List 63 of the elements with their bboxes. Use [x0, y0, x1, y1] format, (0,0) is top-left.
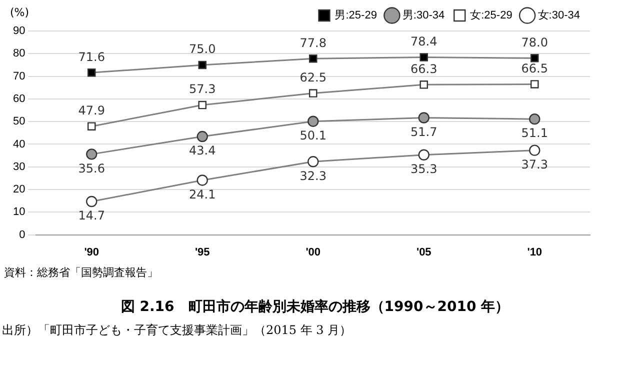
- y-tick-label: 30: [12, 160, 26, 173]
- point: [86, 196, 98, 208]
- legend-label: 男:30-34: [402, 10, 445, 22]
- point: [87, 122, 96, 130]
- y-tick-label: 50: [12, 116, 26, 128]
- data-label: 35.3: [410, 162, 438, 176]
- point: [308, 116, 319, 127]
- point: [308, 89, 318, 98]
- legend-label: 女:25-29: [470, 10, 512, 22]
- text: 資料：総務省「国勢調査報告」: [4, 265, 158, 280]
- y-tick-label: 60: [12, 92, 26, 105]
- point: [196, 174, 208, 186]
- data-label: 32.3: [300, 168, 326, 183]
- data-label: 66.5: [521, 61, 548, 76]
- data-label: 43.4: [189, 144, 216, 158]
- data-label: 71.6: [78, 50, 105, 64]
- data-label: 51.1: [521, 126, 548, 140]
- point: [420, 80, 428, 89]
- data-label: 62.5: [300, 70, 326, 84]
- text: 図 2.16 町田市の年齢別未婚率の推移（1990～2010 年）: [120, 298, 510, 316]
- point: [418, 112, 430, 124]
- data-label: 14.7: [78, 208, 105, 223]
- y-tick-label: 40: [12, 138, 26, 150]
- data-label: 78.4: [410, 34, 438, 48]
- y-axis-title: (%): [10, 6, 30, 19]
- data-label: 37.3: [521, 157, 548, 172]
- legend-label: 女:30-34: [538, 10, 580, 22]
- y-tick-label: 20: [12, 184, 26, 196]
- point: [87, 68, 96, 77]
- data-label: 78.0: [521, 35, 548, 50]
- y-tick-label: 0: [19, 228, 26, 241]
- x-tick-label: '10: [527, 246, 542, 258]
- data-label: 57.3: [189, 82, 216, 96]
- point: [529, 113, 540, 125]
- point: [418, 149, 430, 160]
- point: [196, 130, 208, 142]
- point: [198, 60, 206, 70]
- data-label: 50.1: [300, 128, 326, 142]
- point: [420, 53, 428, 62]
- data-label: 66.3: [410, 62, 438, 76]
- y-tick-label: 90: [12, 25, 26, 38]
- y-tick-label: 10: [12, 206, 26, 218]
- x-tick-label: '90: [84, 246, 100, 258]
- point: [308, 54, 318, 63]
- data-label: 47.9: [78, 103, 105, 118]
- y-tick-label: 80: [12, 48, 26, 60]
- x-tick-label: '00: [306, 246, 321, 258]
- point: [86, 148, 98, 160]
- text: 出所）「町田市子ども・子育て支援事業計画」（2015 年 3 月）: [2, 322, 352, 339]
- point: [308, 156, 319, 168]
- point: [198, 100, 206, 110]
- x-tick-label: '95: [194, 246, 210, 258]
- data-label: 77.8: [300, 36, 326, 50]
- data-label: 35.6: [78, 161, 105, 176]
- legend-label: 男:25-29: [334, 10, 377, 22]
- x-tick-label: '05: [416, 246, 432, 258]
- point: [530, 54, 539, 62]
- data-label: 75.0: [189, 42, 216, 56]
- y-tick-label: 70: [12, 70, 26, 82]
- point: [529, 144, 540, 156]
- data-label: 24.1: [189, 187, 216, 202]
- point: [530, 80, 539, 88]
- data-label: 51.7: [410, 124, 438, 139]
